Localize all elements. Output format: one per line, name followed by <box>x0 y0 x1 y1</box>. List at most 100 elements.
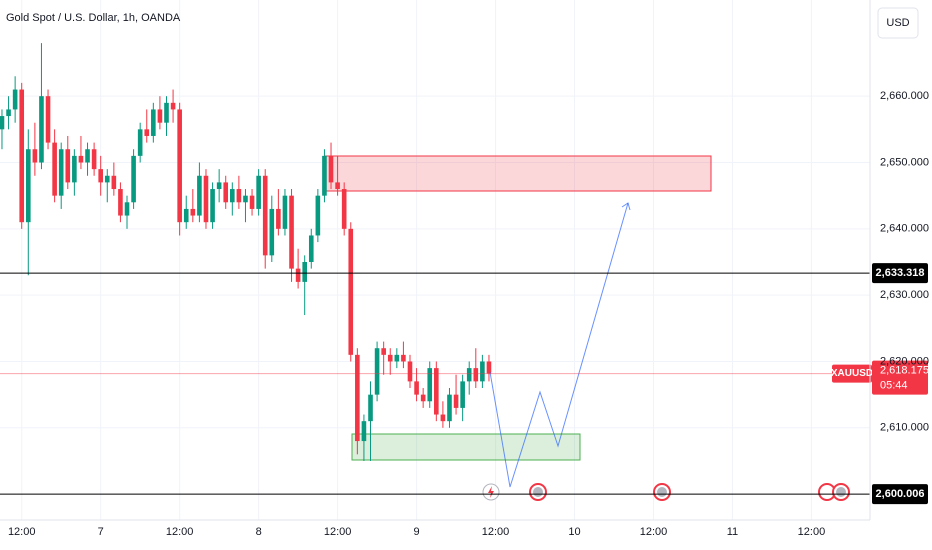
grid <box>0 0 870 520</box>
candle-body <box>387 354 393 362</box>
candle-body <box>98 169 103 183</box>
candle-body <box>164 102 169 123</box>
currency-label: USD <box>886 17 909 29</box>
event-flag <box>836 487 846 497</box>
candle-body <box>401 354 406 362</box>
candle-body <box>104 175 110 183</box>
candle-body <box>374 348 380 395</box>
candle-body <box>394 354 400 362</box>
candle-body <box>361 421 367 442</box>
candle-body <box>45 96 51 143</box>
y-tick-label: 2,630.000 <box>880 289 929 301</box>
x-tick-label: 10 <box>568 526 580 538</box>
candle-body <box>427 368 433 402</box>
candle-body <box>355 354 360 442</box>
candle-body <box>39 96 44 163</box>
candle-body <box>466 368 472 382</box>
demand-zone[interactable] <box>351 433 581 461</box>
x-tick-label: 8 <box>256 526 262 538</box>
x-tick-label: 9 <box>414 526 420 538</box>
candle-body <box>91 149 97 170</box>
currency-button[interactable] <box>877 7 919 39</box>
candle-body <box>137 129 143 156</box>
y-tick-label: 2,650.000 <box>880 156 929 168</box>
candle-body <box>131 155 136 203</box>
candle-body <box>256 175 261 209</box>
candle-body <box>315 195 321 236</box>
candle-body <box>249 195 255 209</box>
projection-arrow <box>621 202 631 211</box>
price-lines: 2,633.318 2,600.006 XAUUSD 2,618.175 05:44 <box>0 263 929 505</box>
candle-body <box>460 381 465 408</box>
y-tick-label: 2,610.000 <box>880 422 929 434</box>
x-tick-label: 12:00 <box>166 526 194 538</box>
event-icons <box>482 483 850 501</box>
candle-body <box>223 182 229 203</box>
candle-body <box>276 208 281 229</box>
candle-body <box>177 109 182 223</box>
y-tick-label: 2,660.000 <box>880 90 929 102</box>
x-tick-label: 12:00 <box>798 526 826 538</box>
event-flag <box>533 487 543 497</box>
candle-body <box>111 175 117 190</box>
candle-body <box>335 182 340 190</box>
candle-body <box>190 208 196 216</box>
candle-body <box>72 155 77 183</box>
candle-body <box>420 394 426 402</box>
candle-body <box>407 361 413 382</box>
supply-zone[interactable] <box>324 155 712 192</box>
candle-body <box>328 155 334 183</box>
candle-body <box>32 149 38 163</box>
price-line-tag <box>872 484 928 505</box>
candle-body <box>197 175 202 216</box>
candle-body <box>25 149 31 223</box>
candle-body <box>282 195 288 229</box>
candle-body <box>230 189 235 203</box>
candle-body <box>302 261 308 282</box>
candle-body <box>341 189 347 229</box>
candle-body <box>486 361 492 374</box>
candle-body <box>368 394 373 422</box>
candle-body <box>236 189 242 203</box>
candle-body <box>52 142 57 196</box>
candle-body <box>183 208 189 223</box>
candle-body <box>151 109 156 136</box>
candle-body <box>269 208 275 256</box>
countdown-label: 05:44 <box>880 379 908 391</box>
event-flag <box>657 487 667 497</box>
candle-body <box>85 149 90 163</box>
candle-body <box>124 202 130 216</box>
candle-body <box>453 394 459 408</box>
symbol-label: XAUUSD <box>831 368 873 379</box>
candle-body <box>118 189 123 216</box>
candle-body <box>434 368 439 415</box>
last-price-tag <box>872 360 928 395</box>
x-tick-label: 7 <box>98 526 104 538</box>
candle-body <box>447 394 452 422</box>
candle-body <box>144 129 150 136</box>
x-tick-label: 12:00 <box>482 526 510 538</box>
price-line-tag <box>872 263 928 284</box>
candle-body <box>480 361 485 382</box>
price-line-label: 2,633.318 <box>876 267 925 279</box>
candle-body <box>65 149 71 183</box>
symbol-tag <box>832 364 872 383</box>
x-tick-label: 12:00 <box>640 526 668 538</box>
projection-path[interactable] <box>489 202 629 488</box>
candle-body <box>289 195 294 269</box>
candle-body <box>12 89 18 110</box>
candle-body <box>262 175 268 256</box>
event-glyph <box>488 486 494 498</box>
last-price-label: 2,618.175 <box>880 364 929 376</box>
x-tick-label: 11 <box>727 526 738 538</box>
candle-body <box>203 175 209 223</box>
candle-body <box>210 189 215 223</box>
x-tick-label: 12:00 <box>8 526 36 538</box>
candle-body <box>19 89 25 223</box>
candles <box>0 43 492 461</box>
candle-body <box>0 116 5 130</box>
candle-body <box>308 235 314 262</box>
candle-body <box>78 155 84 163</box>
candle-body <box>381 348 386 355</box>
